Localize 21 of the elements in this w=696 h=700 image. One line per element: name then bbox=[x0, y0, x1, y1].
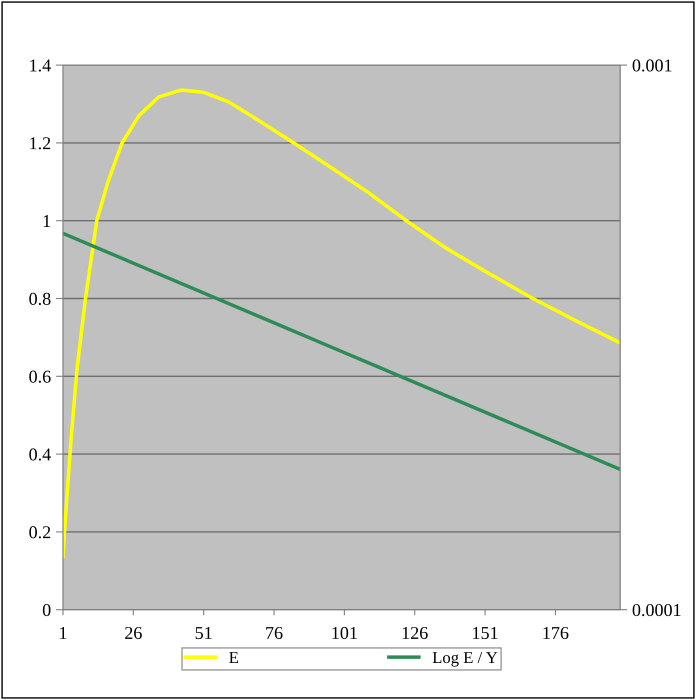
y-tick-label: 1.2 bbox=[30, 137, 50, 150]
x-tick-label: 51 bbox=[196, 626, 212, 640]
x-tick-label: 76 bbox=[266, 626, 283, 640]
y-tick-label: 0.2 bbox=[29, 526, 50, 538]
y-tick-label: 0 bbox=[42, 604, 50, 616]
line-series bbox=[62, 88, 620, 559]
y-tick-label: 1.4 bbox=[30, 59, 51, 72]
x-tick-label: 26 bbox=[125, 626, 142, 640]
y-tick-label: 0.8 bbox=[29, 292, 50, 306]
x-tick-label: 101 bbox=[332, 626, 357, 640]
legend-label: Log E / Y bbox=[432, 652, 498, 667]
x-tick-label: 176 bbox=[543, 626, 568, 640]
x-tick-label: 1 bbox=[60, 626, 66, 639]
y-tick-label: 0.4 bbox=[29, 448, 51, 461]
y-tick-label: 0.6 bbox=[29, 370, 51, 383]
y-tick-label: 1 bbox=[44, 215, 50, 227]
y2-tick-label: 0.001 bbox=[632, 59, 672, 72]
x-tick-label: 126 bbox=[402, 626, 428, 640]
y2-tick-label: 0.0001 bbox=[632, 604, 681, 616]
legend-label: E bbox=[229, 652, 238, 663]
x-tick-label: 151 bbox=[473, 626, 498, 640]
